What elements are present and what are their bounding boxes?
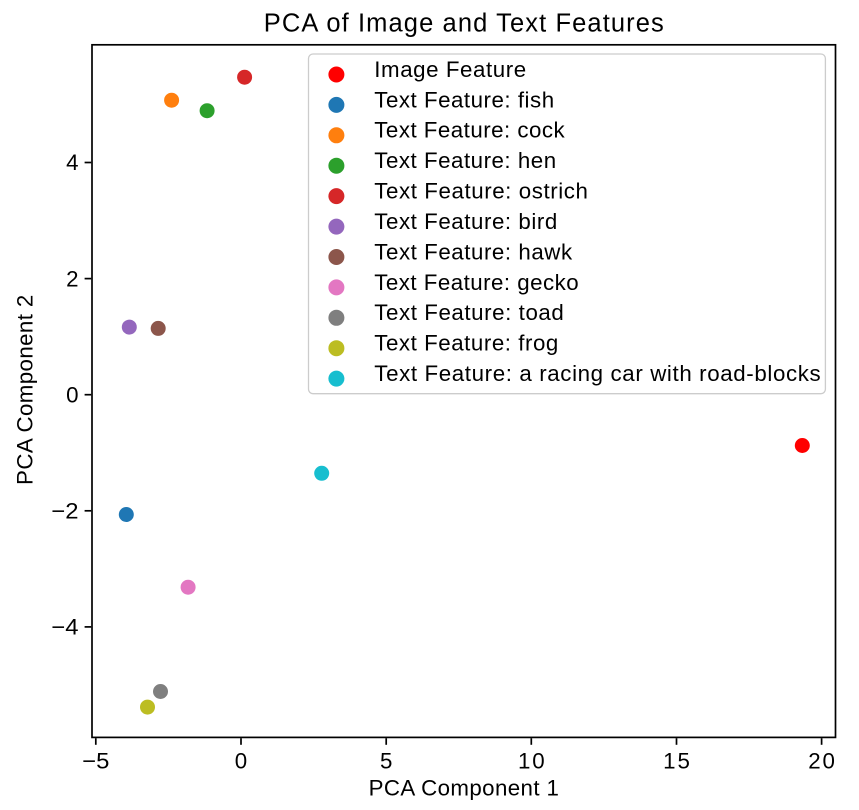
svg-text:Text Feature: ostrich: Text Feature: ostrich bbox=[374, 179, 588, 204]
svg-text:Text Feature: hen: Text Feature: hen bbox=[374, 148, 556, 173]
svg-text:−4: −4 bbox=[51, 615, 78, 640]
svg-text:4: 4 bbox=[66, 150, 78, 175]
svg-text:−5: −5 bbox=[82, 749, 109, 774]
svg-text:5: 5 bbox=[380, 749, 392, 774]
svg-text:PCA Component 2: PCA Component 2 bbox=[12, 295, 37, 485]
svg-text:2: 2 bbox=[66, 266, 78, 291]
svg-text:10: 10 bbox=[518, 749, 545, 774]
svg-text:Text Feature: bird: Text Feature: bird bbox=[374, 209, 557, 234]
svg-text:PCA Component 1: PCA Component 1 bbox=[369, 775, 559, 800]
svg-text:0: 0 bbox=[235, 749, 247, 774]
svg-text:−2: −2 bbox=[51, 498, 78, 523]
svg-text:0: 0 bbox=[66, 382, 78, 407]
svg-text:20: 20 bbox=[808, 749, 835, 774]
svg-text:Text Feature: gecko: Text Feature: gecko bbox=[374, 270, 578, 295]
svg-text:Text Feature: hawk: Text Feature: hawk bbox=[374, 239, 573, 264]
svg-text:Image Feature: Image Feature bbox=[374, 57, 526, 82]
svg-text:Text Feature: a racing car wit: Text Feature: a racing car with road-blo… bbox=[374, 361, 820, 386]
svg-text:15: 15 bbox=[663, 749, 690, 774]
svg-text:Text Feature: toad: Text Feature: toad bbox=[374, 300, 564, 325]
svg-text:PCA of Image and Text Features: PCA of Image and Text Features bbox=[264, 9, 664, 37]
svg-text:Text Feature: fish: Text Feature: fish bbox=[374, 87, 554, 112]
svg-text:Text Feature: frog: Text Feature: frog bbox=[374, 331, 558, 356]
svg-text:Text Feature: cock: Text Feature: cock bbox=[374, 118, 565, 143]
